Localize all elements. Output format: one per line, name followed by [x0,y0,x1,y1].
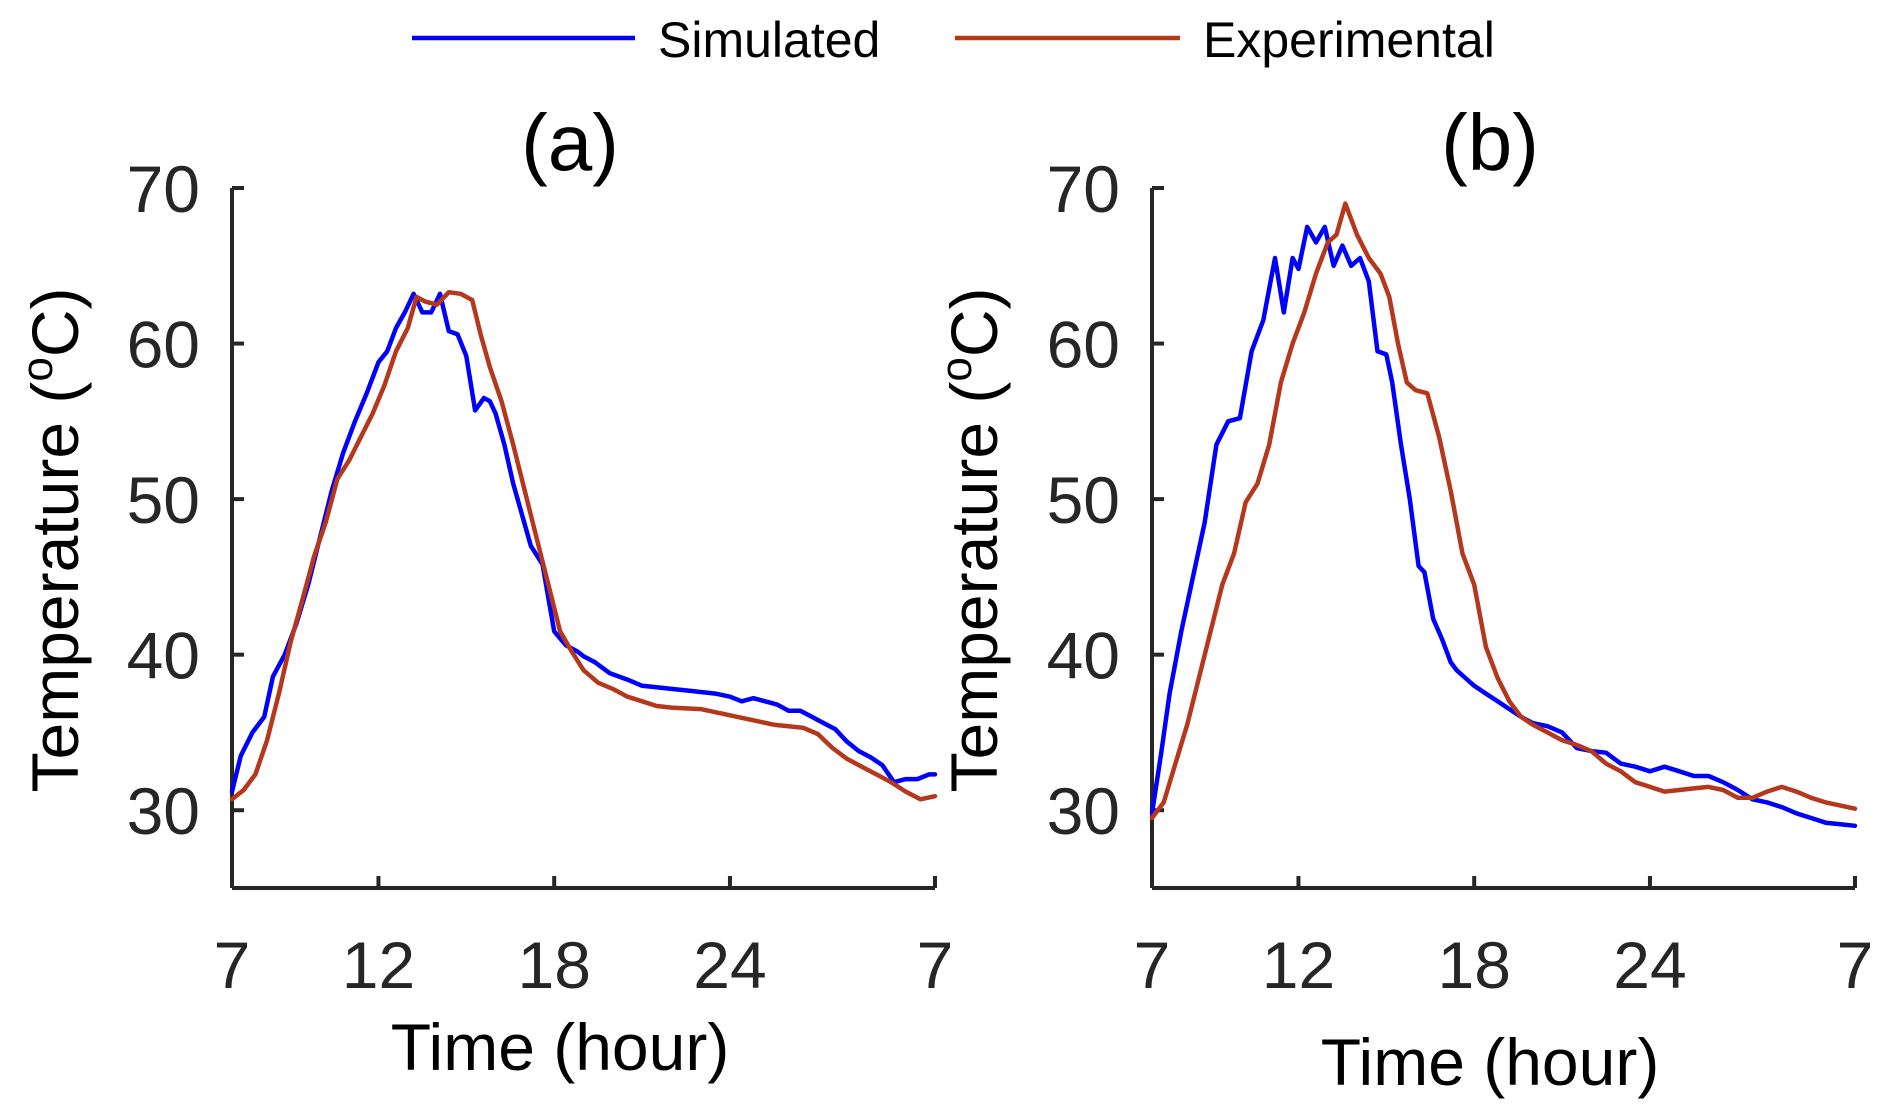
panel-a-xlabel: Time (hour) [391,1010,730,1084]
panel-a-ytick-label: 30 [127,774,200,848]
panel-a-ylabel-main: Temperature ( [18,382,92,793]
panel-a-ytick-label: 50 [127,463,200,537]
panel-a-series-simulated [229,291,938,794]
panel-b-ylabel: Temperature (oC) [932,288,1011,793]
panel-a-ylabel-end: C) [18,288,92,358]
panel-b-ytick-label: 50 [1047,463,1120,537]
panel-b-xtick-label: 7 [1134,928,1171,1002]
panel-b-ytick-label: 30 [1047,774,1120,848]
panel-b-title: (b) [1441,98,1539,187]
panel-b-ylabel-sup: o [932,357,981,381]
panel-a-xtick-label: 18 [517,928,590,1002]
legend-label-simulated: Simulated [658,12,880,68]
panel-a-ylabel-sup: o [13,357,62,381]
panel-b-xtick-label: 18 [1437,928,1510,1002]
panel-a-series-experimental [229,289,938,802]
panel-a-ylabel: Temperature (oC) [13,288,92,793]
panel-a-ytick-label: 60 [127,308,200,382]
panel-a-xtick-label: 7 [917,928,954,1002]
panel-a-xtick-label: 24 [693,928,766,1002]
panel-b-series-experimental [1149,201,1858,821]
panel-a-xtick-label: 7 [214,928,251,1002]
panel-a-ytick-label: 70 [127,152,200,226]
panel-a-ytick-label: 40 [127,619,200,693]
panel-b-ylabel-main: Temperature ( [937,382,1011,793]
panel-b-xtick-label: 24 [1613,928,1686,1002]
legend: Simulated Experimental [412,12,1495,68]
panel-b-xtick-label: 12 [1262,928,1335,1002]
panel-a-title: (a) [521,98,619,187]
legend-label-experimental: Experimental [1203,12,1495,68]
panel-b-ytick-label: 40 [1047,619,1120,693]
panel-b-xtick-label: 7 [1837,928,1874,1002]
panel-b: (b) Time (hour) Temperature (oC) 30 40 50 6… [932,98,1873,1099]
panel-b-xlabel: Time (hour) [1321,1025,1660,1099]
panel-b-ytick-label: 70 [1047,152,1120,226]
panel-b-series-simulated [1149,224,1858,829]
panel-a-xtick-label: 12 [342,928,415,1002]
panel-b-ytick-label: 60 [1047,308,1120,382]
panel-b-ylabel-end: C) [937,288,1011,358]
panel-a: (a) Time (hour) Temperature (oC) 30 40 50 6… [13,98,953,1084]
